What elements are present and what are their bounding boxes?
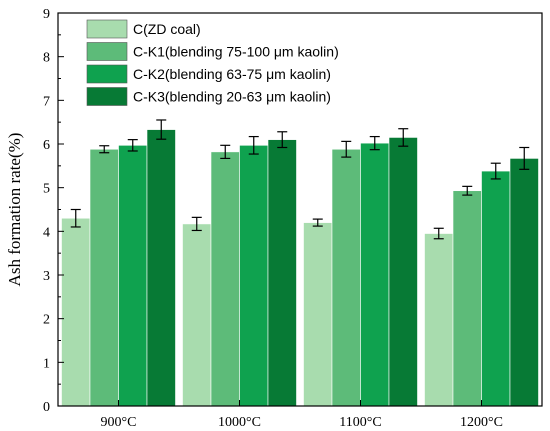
x-tick-label: 1100°C [339,415,381,430]
bar [360,142,390,407]
bar [182,223,212,407]
legend-swatch [86,87,128,106]
y-tick-label: 5 [43,182,50,197]
bar [388,137,418,407]
legend-label: C-K3(blending 20-63 μm kaolin) [133,89,331,105]
bar [239,145,269,407]
x-tick-label: 1200°C [460,415,503,430]
y-axis-label: Ash formation rate(%) [5,133,24,287]
y-tick-label: 6 [43,138,50,153]
legend-swatch [86,42,128,61]
legend-label: C-K1(blending 75-100 μm kaolin) [133,44,339,60]
bars-layer [61,129,539,407]
bar [509,158,539,407]
y-tick-label: 2 [43,313,50,328]
y-tick-label: 7 [43,94,50,109]
x-tick-label: 900°C [101,415,137,430]
x-axis: 900°C 1000°C 1100°C 1200°C [101,400,503,430]
bar [481,170,511,407]
y-tick-label: 1 [43,356,50,371]
bar [267,139,297,407]
bar [118,145,148,407]
bar [424,233,454,407]
legend-label: C(ZD coal) [133,21,201,37]
legend-swatch [86,64,128,84]
y-tick-label: 0 [43,400,50,415]
y-axis: 0 1 2 3 4 5 6 7 8 9 [43,7,64,415]
bar [452,190,482,407]
y-tick-label: 9 [43,7,50,22]
error-bars-layer [70,119,530,240]
bar [303,222,333,407]
bar [89,148,119,407]
bar [61,217,91,407]
y-tick-label: 4 [43,225,50,240]
x-tick-label: 1000°C [218,415,261,430]
legend: C(ZD coal) C-K1(blending 75-100 μm kaolin… [86,19,339,106]
bar [146,129,176,407]
legend-swatch [86,19,128,39]
legend-label: C-K2(blending 63-75 μm kaolin) [133,66,331,82]
y-tick-label: 8 [43,51,50,66]
y-tick-label: 3 [43,269,50,284]
bar [210,151,240,407]
bar [331,148,361,407]
